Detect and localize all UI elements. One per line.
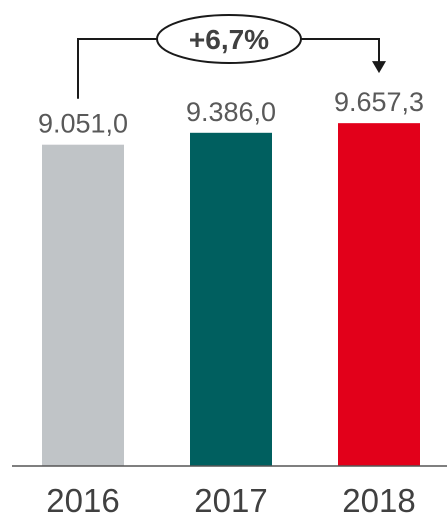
x-tick-label-2018: 2018 [342,482,415,519]
growth-annotation: +6,7% [77,14,386,99]
x-tick-label-2017: 2017 [194,482,267,519]
value-label-2018: 9.657,3 [334,87,424,117]
value-label-2017: 9.386,0 [186,97,276,127]
x-tick-label-2016: 2016 [46,482,119,519]
arrow-down-icon [372,61,386,74]
value-label-2016: 9.051,0 [38,109,128,139]
bar-2018 [338,123,420,467]
value-labels-layer: 9.051,0 9.386,0 9.657,3 [38,87,424,139]
growth-rate-label: +6,7% [189,24,269,55]
bars-layer [42,123,420,467]
growth-bubble [156,14,302,64]
x-tick-labels-layer: 2016 2017 2018 [46,482,415,519]
bar-2017 [190,132,272,466]
bar-2016 [42,144,124,466]
